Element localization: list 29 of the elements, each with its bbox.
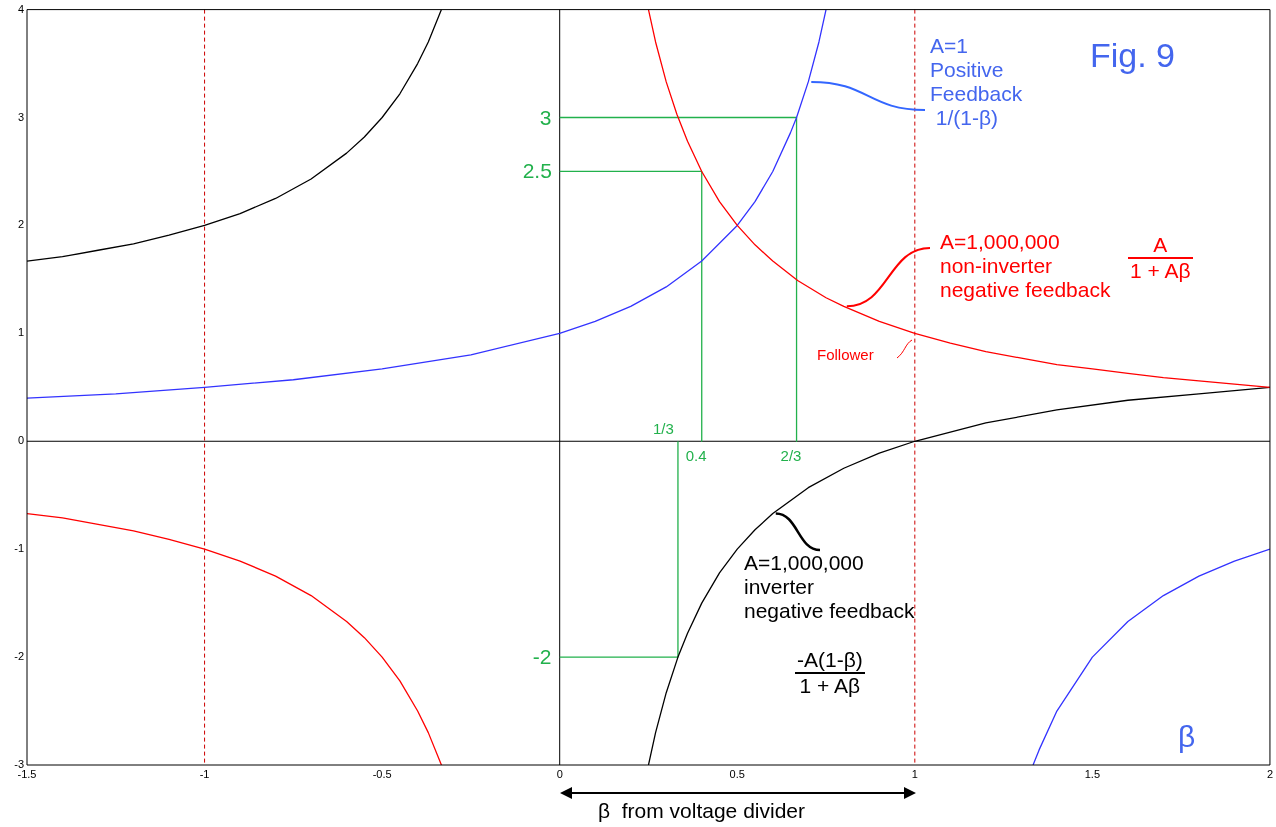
- y-tick-label: -1: [14, 542, 24, 555]
- annotation: Fig. 9: [1090, 36, 1176, 76]
- annotation: 2/3: [780, 447, 802, 465]
- y-tick-label: -2: [14, 650, 24, 663]
- annotation: 0.4: [685, 447, 707, 465]
- y-tick-label: 4: [17, 2, 24, 15]
- annotation: 2.5: [522, 159, 552, 184]
- x-tick-label: 0.5: [729, 767, 745, 780]
- annotation: A=1 Positive Feedback 1/(1-β): [930, 34, 1023, 131]
- annotation: β: [1178, 720, 1196, 755]
- annotation: A 1 + Aβ: [1129, 233, 1192, 284]
- y-tick-label: 1: [17, 326, 24, 339]
- y-tick-label: 2: [17, 218, 24, 231]
- x-tick-label: 1.5: [1084, 767, 1101, 780]
- x-tick-label: 1: [911, 767, 918, 780]
- x-tick-label: -1: [199, 767, 210, 780]
- y-tick-label: 0: [17, 434, 24, 447]
- annotation: A=1,000,000 non-inverter negative feedback: [940, 230, 1111, 303]
- annotation: -2: [532, 645, 552, 670]
- annotation: A=1,000,000 inverter negative feedback: [744, 551, 915, 624]
- y-tick-label: 3: [17, 110, 24, 123]
- x-tick-label: -0.5: [372, 767, 392, 780]
- x-tick-label: 2: [1266, 767, 1273, 780]
- text: β from voltage divider: [598, 799, 805, 824]
- annotation: 3: [539, 105, 552, 130]
- x-tick-label: 0: [556, 767, 563, 780]
- annotation: Follower: [817, 346, 874, 364]
- annotation: 1/3: [652, 420, 674, 438]
- annotation: -A(1-β) 1 + Aβ: [796, 648, 864, 699]
